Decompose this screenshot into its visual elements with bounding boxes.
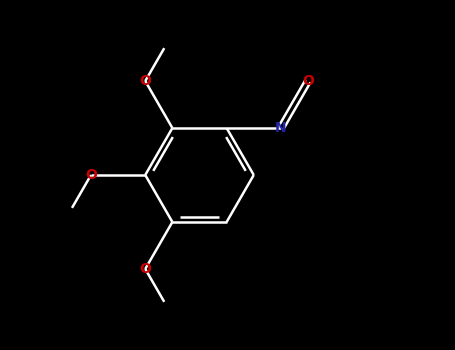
Text: N: N [275,121,287,135]
Text: O: O [139,74,151,88]
Text: O: O [302,74,314,88]
Text: O: O [85,168,97,182]
Text: O: O [139,262,151,276]
